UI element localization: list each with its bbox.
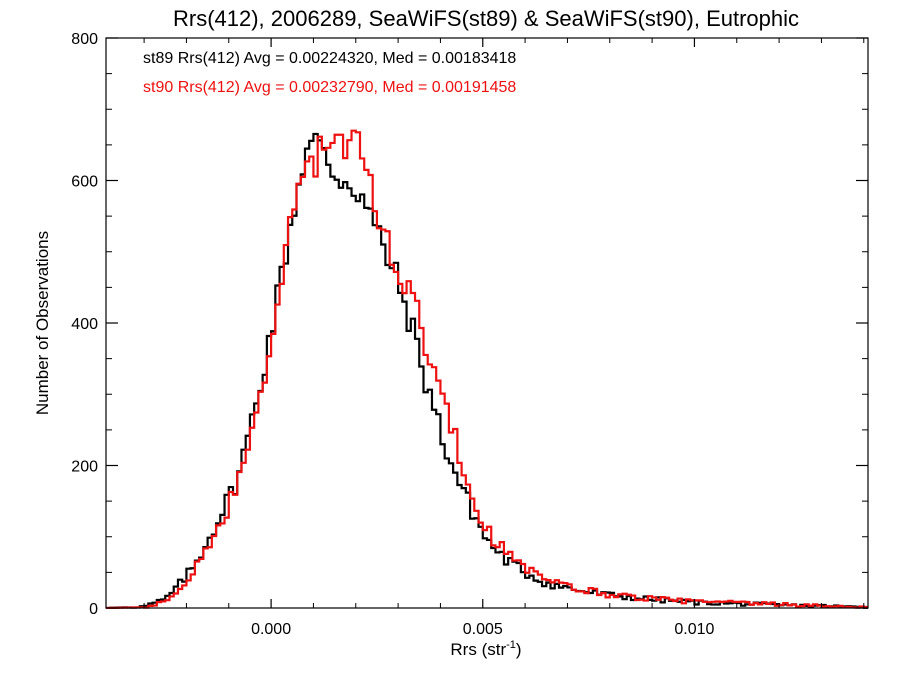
y-tick-label: 600 [71, 174, 98, 191]
chart-title: Rrs(412), 2006289, SeaWiFS(st89) & SeaWi… [173, 6, 799, 31]
x-tick-label: 0.000 [251, 621, 291, 638]
x-axis-label: Rrs (str-1) [450, 639, 521, 659]
series-st90 [106, 129, 868, 610]
legend-entry-st89: st89 Rrs(412) Avg = 0.00224320, Med = 0.… [143, 50, 516, 67]
y-tick-label: 200 [71, 459, 98, 476]
y-axis: 0 200 400 600 800 [71, 31, 868, 618]
y-tick-label: 800 [71, 31, 98, 48]
y-tick-label: 400 [71, 316, 98, 333]
x-axis-label-tail: ) [516, 640, 522, 659]
x-tick-label: 0.010 [674, 621, 714, 638]
y-tick-label: 0 [89, 601, 98, 618]
y-axis-label: Number of Observations [33, 231, 52, 415]
legend-entry-st90: st90 Rrs(412) Avg = 0.00232790, Med = 0.… [143, 79, 516, 96]
x-axis: 0.000 0.005 0.010 [143, 38, 865, 638]
x-axis-label-base: Rrs (str [450, 640, 506, 659]
series-layer [106, 129, 868, 610]
x-tick-label: 0.005 [463, 621, 503, 638]
x-axis-label-sup: -1 [506, 639, 516, 651]
series-st89 [106, 132, 868, 610]
